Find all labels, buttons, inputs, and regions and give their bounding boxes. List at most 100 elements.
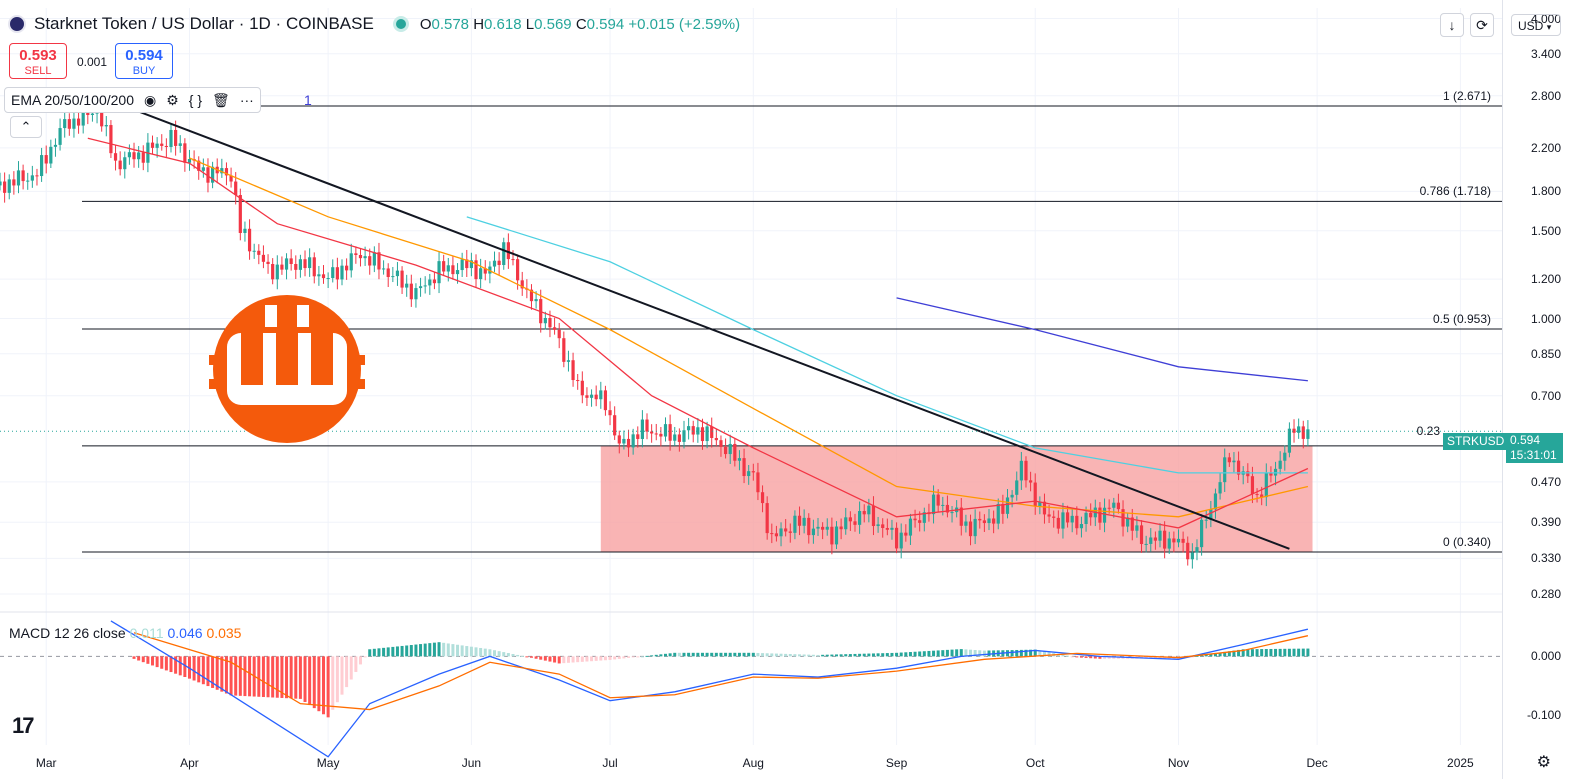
macd-histogram-bar <box>178 656 182 676</box>
macd-histogram-bar <box>312 656 316 709</box>
candle-body <box>275 264 279 280</box>
macd-histogram-bar <box>322 656 326 715</box>
chart-header: Starknet Token / US Dollar · 1D · COINBA… <box>8 14 740 34</box>
symbol-title[interactable]: Starknet Token / US Dollar · 1D · COINBA… <box>34 14 374 33</box>
candle-body <box>1135 525 1139 531</box>
macd-histogram-bar <box>358 656 362 665</box>
macd-histogram-bar <box>751 652 755 657</box>
fib-level-label: 0.786 (1.718) <box>1419 184 1491 199</box>
candle-body <box>603 390 608 411</box>
candle-body <box>178 143 182 146</box>
macd-histogram-bar <box>1227 651 1231 657</box>
price-tick-label: 1.800 <box>1530 184 1561 199</box>
candle-body <box>571 360 575 381</box>
candle-body <box>90 113 95 115</box>
candle-body <box>964 521 968 526</box>
macd-histogram-bar <box>132 656 136 659</box>
candle-body <box>460 259 464 271</box>
trash-icon[interactable]: 🗑 <box>212 91 230 108</box>
collapse-legend-button[interactable]: ⌃ <box>10 116 42 138</box>
candle-body <box>1010 494 1014 498</box>
candle-body <box>317 274 321 277</box>
candle-body <box>714 437 718 441</box>
candle-body <box>1297 426 1301 433</box>
macd-histogram-bar <box>155 656 159 668</box>
spread-value: 0.001 <box>77 55 108 69</box>
macd-histogram-bar <box>1287 648 1291 657</box>
macd-legend[interactable]: MACD 12 26 close 0.011 0.046 0.035 <box>9 625 242 641</box>
macd-histogram-bar <box>834 654 838 657</box>
date-tick-label: Jul <box>602 756 618 770</box>
candle-body <box>881 524 885 528</box>
macd-histogram-bar <box>243 656 247 697</box>
candle-body <box>428 279 432 286</box>
more-icon[interactable]: ··· <box>239 92 254 108</box>
candle-body <box>1227 457 1231 463</box>
candle-body <box>506 242 510 260</box>
macd-histogram-bar <box>714 652 718 657</box>
macd-histogram-bar <box>483 648 487 657</box>
macd-histogram-bar <box>1223 651 1227 657</box>
macd-histogram-bar <box>201 656 205 685</box>
macd-histogram-bar <box>705 652 709 657</box>
settings-icon[interactable]: ⚙ <box>166 91 179 108</box>
candle-body <box>1213 493 1218 510</box>
macd-histogram-bar <box>1274 648 1278 657</box>
candle-body <box>802 517 806 526</box>
candle-body <box>187 159 192 163</box>
macd-histogram-bar <box>534 656 538 659</box>
macd-histogram-bar <box>853 653 857 657</box>
macd-histogram-bar <box>1297 648 1301 657</box>
macd-histogram-bar <box>275 656 279 698</box>
macd-histogram-bar <box>363 656 367 658</box>
candle-body <box>1158 530 1162 541</box>
candle-body <box>1079 524 1084 529</box>
macd-histogram-bar <box>807 654 811 657</box>
candle-body <box>377 252 381 270</box>
download-button[interactable]: ↓ <box>1440 13 1464 37</box>
indicator-legend[interactable]: EMA 20/50/100/200 ◉ ⚙ { } 🗑 ··· <box>4 87 261 113</box>
source-code-icon[interactable]: { } <box>188 92 203 108</box>
candle-body <box>451 265 455 275</box>
tradingview-logo-icon[interactable]: 17 <box>12 713 35 738</box>
macd-tick-label: 0.000 <box>1530 649 1561 664</box>
candle-body <box>613 415 617 436</box>
sell-button[interactable]: 0.593 SELL <box>9 43 67 79</box>
macd-histogram-bar <box>1093 656 1097 659</box>
candle-body <box>1264 472 1268 498</box>
eye-icon[interactable]: ◉ <box>144 91 157 108</box>
macd-histogram-bar <box>1038 650 1042 657</box>
candle-body <box>700 427 705 442</box>
candle-body <box>1065 512 1070 523</box>
candle-body <box>867 505 871 515</box>
candle-body <box>1260 494 1264 498</box>
macd-histogram-bar <box>774 653 778 657</box>
candle-body <box>104 125 108 127</box>
candle-body <box>1232 460 1236 463</box>
candle-body <box>936 494 940 506</box>
gear-icon[interactable]: ⚙ <box>1536 754 1551 771</box>
candle-body <box>391 276 395 278</box>
macd-histogram-bar <box>1042 651 1046 657</box>
candle-body <box>39 155 44 177</box>
price-axis[interactable]: 4.000 3.400 2.800 2.200 1.800 1.500 1.200 1.000… <box>1502 0 1573 779</box>
macd-histogram-bar <box>576 656 580 663</box>
macd-histogram-bar <box>936 650 940 657</box>
macd-histogram-bar <box>386 647 390 657</box>
macd-histogram-bar <box>1195 655 1199 657</box>
currency-select[interactable]: USD ▾ <box>1511 14 1561 36</box>
candle-body <box>497 260 501 266</box>
candle-body <box>210 166 215 183</box>
macd-histogram-bar <box>682 652 686 657</box>
buy-button[interactable]: 0.594 BUY <box>115 43 173 79</box>
candle-body <box>784 528 788 532</box>
macd-histogram-bar <box>151 656 155 666</box>
candle-body <box>728 443 732 455</box>
fullscreen-button[interactable]: ⟳ <box>1470 13 1494 37</box>
macd-histogram-bar <box>603 656 607 661</box>
candle-body <box>1015 480 1019 495</box>
macd-histogram-bar <box>169 656 173 673</box>
candle-body <box>141 152 145 163</box>
fib-level-label: 0.23 <box>1416 424 1440 439</box>
